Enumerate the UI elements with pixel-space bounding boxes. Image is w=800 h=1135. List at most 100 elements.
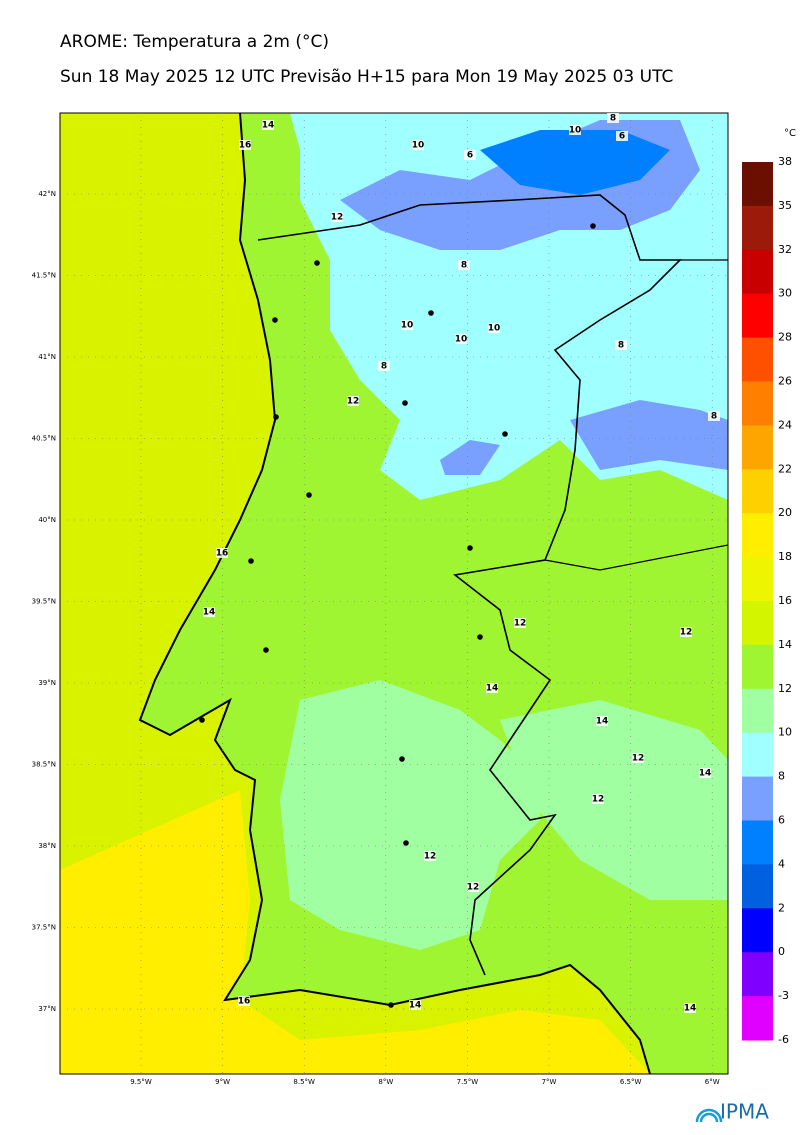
- contour-label: 12: [467, 883, 480, 893]
- city: [314, 260, 320, 266]
- contour-label-bg: [409, 1000, 421, 1010]
- colorbar-label: 38: [778, 155, 792, 168]
- lat-tick-label: 41.5°N: [32, 272, 56, 280]
- contour-label: 16: [216, 549, 229, 559]
- contour-label-bg: [347, 396, 359, 406]
- coastline: [138, 113, 651, 1074]
- colorbar-segment: [742, 908, 773, 953]
- logo: IPMA: [695, 1100, 769, 1124]
- contour-label: 16: [239, 141, 252, 151]
- lon-tick-label: 6.5°W: [620, 1078, 642, 1086]
- lat-tick-label: 38°N: [38, 842, 56, 850]
- colorbar-label: 2: [778, 901, 785, 914]
- city: [199, 717, 205, 723]
- contour-label: 6: [467, 151, 473, 161]
- lon-tick-label: 7°W: [542, 1078, 557, 1086]
- colorbar-segment: [742, 205, 773, 251]
- colorbar-label: 24: [778, 418, 792, 431]
- contour-label-bg: [216, 548, 228, 558]
- colorbar-label: 6: [778, 814, 785, 827]
- contour-label-bg: [708, 411, 720, 421]
- colorbar-segment: [742, 469, 773, 514]
- subtitle: Sun 18 May 2025 12 UTC Previsão H+15 par…: [60, 67, 673, 87]
- colorbar-label: 20: [778, 506, 792, 519]
- colorbar-label: 28: [778, 331, 792, 344]
- lon-tick-label: 7.5°W: [457, 1078, 479, 1086]
- colorbar-segment: [742, 644, 773, 690]
- contour-label: 12: [514, 619, 527, 629]
- cold-area: [440, 440, 500, 475]
- contour-label-bg: [596, 716, 608, 726]
- contour-label-bg: [699, 768, 711, 778]
- sea-warm: [60, 790, 650, 1074]
- colorbar-label: 26: [778, 375, 792, 388]
- colorbar-segment: [742, 952, 773, 997]
- lon-tick-label: 9°W: [215, 1078, 230, 1086]
- contour-label-bg: [203, 607, 215, 617]
- contour-label: 8: [711, 412, 717, 422]
- contour-label-bg: [424, 851, 436, 861]
- lat-tick-label: 41°N: [38, 353, 56, 361]
- lat-tick-label: 40°N: [38, 516, 56, 524]
- contour-label-bg: [488, 323, 500, 333]
- colorbar-segment: [742, 381, 773, 426]
- contour-label: 10: [401, 321, 414, 331]
- contour-label-bg: [680, 627, 692, 637]
- contour-label: 10: [455, 335, 468, 345]
- contour-label-bg: [238, 996, 250, 1006]
- city: [263, 647, 269, 653]
- contour-label: 8: [618, 341, 624, 351]
- colorbar-segment: [742, 337, 773, 382]
- title: AROME: Temperatura a 2m (°C): [60, 32, 329, 52]
- contour-label: 14: [699, 769, 712, 779]
- contour-label-bg: [455, 334, 467, 344]
- contour-label: 12: [680, 628, 693, 638]
- contour-label-bg: [464, 150, 476, 160]
- contour-label: 12: [424, 852, 437, 862]
- contour-label: 14: [486, 684, 499, 694]
- border: [257, 194, 682, 976]
- colorbar-label: -6: [778, 1033, 789, 1046]
- contour-label-bg: [615, 340, 627, 350]
- lon-tick-label: 8.5°W: [293, 1078, 315, 1086]
- map-frame: [59, 112, 729, 1075]
- contour-label: 14: [684, 1004, 697, 1014]
- axes: 42°N 41.5°N 41°N 40.5°N 40°N 39.5°N 39°N 38.5°N…: [32, 113, 728, 1086]
- colorbar-segment: [742, 996, 773, 1041]
- city: [477, 634, 483, 640]
- contour-label-bg: [262, 120, 274, 130]
- contour-label: 8: [461, 261, 467, 271]
- colorbar-segment: [742, 293, 773, 339]
- contour-label-bg: [632, 753, 644, 763]
- contour-label: 14: [596, 717, 609, 727]
- colorbar-segment: [742, 776, 773, 821]
- colorbar-segment: [742, 557, 773, 602]
- colorbar-label: 12: [778, 682, 792, 695]
- colorbar-segment: [742, 820, 773, 865]
- contour-label-bg: [569, 125, 581, 135]
- city: [502, 431, 508, 437]
- lat-tick-label: 39.5°N: [32, 598, 56, 606]
- contour-label: 6: [619, 132, 625, 142]
- contour-label-bg: [684, 1003, 696, 1013]
- contour-label-bg: [616, 131, 628, 141]
- colorbar-label: 22: [778, 462, 792, 475]
- contour-label: 14: [409, 1001, 422, 1011]
- contour-label-bg: [607, 113, 619, 123]
- city: [590, 223, 596, 229]
- city: [399, 756, 405, 762]
- contour-label-bg: [401, 320, 413, 330]
- colorbar-segment: [742, 249, 773, 295]
- contour-label: 8: [610, 114, 616, 124]
- colorbar-segment: [742, 513, 773, 558]
- contour-label: 10: [569, 126, 582, 136]
- contour-label: 16: [238, 997, 251, 1007]
- lon-tick-label: 8°W: [378, 1078, 393, 1086]
- lon-tick-label: 9.5°W: [130, 1078, 152, 1086]
- contour-label-bg: [486, 683, 498, 693]
- contour-label-bg: [331, 212, 343, 222]
- city: [467, 545, 473, 551]
